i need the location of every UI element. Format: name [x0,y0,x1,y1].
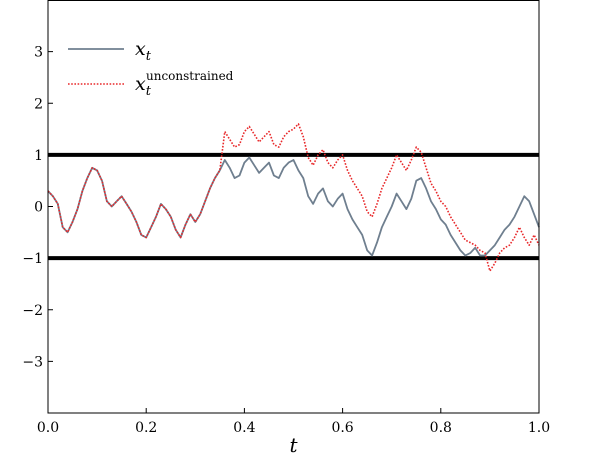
y-tick-label: 2 [34,96,43,112]
x-tick-label: 1.0 [528,420,550,436]
y-tick-label: −2 [22,303,43,319]
legend-superscript: unconstrained [146,69,234,83]
y-tick-label: 1 [34,148,43,164]
x-tick-label: 0.8 [430,420,452,436]
reference-lines [48,152,539,261]
y-tick-label: 0 [34,200,43,216]
legend-symbol: x [135,38,146,60]
series-layer [47,123,540,272]
series-line-x-t [47,156,540,257]
plot-frame [47,0,540,414]
legend-label-x-t-unconstrained: xt [135,73,152,99]
series-line-x-t-unconstrained [47,123,540,272]
legend-subscript: t [146,84,152,99]
legend-symbol: x [135,73,146,95]
legend-subscript: t [146,49,152,64]
x-tick-label: 0.6 [331,420,353,436]
x-axis: 0.0 0.2 0.4 0.6 0.8 1.0 [37,408,550,436]
y-tick-label: −3 [22,354,43,370]
legend-label-x-t: xt [135,38,152,64]
y-tick-label: 3 [34,45,43,61]
y-axis: 3 2 1 0 −1 −2 −3 [22,45,53,370]
x-tick-label: 0.2 [135,420,157,436]
x-tick-label: 0.4 [233,420,255,436]
x-axis-label: t [289,433,298,456]
x-tick-label: 0.0 [37,420,59,436]
y-tick-label: −1 [22,251,43,267]
